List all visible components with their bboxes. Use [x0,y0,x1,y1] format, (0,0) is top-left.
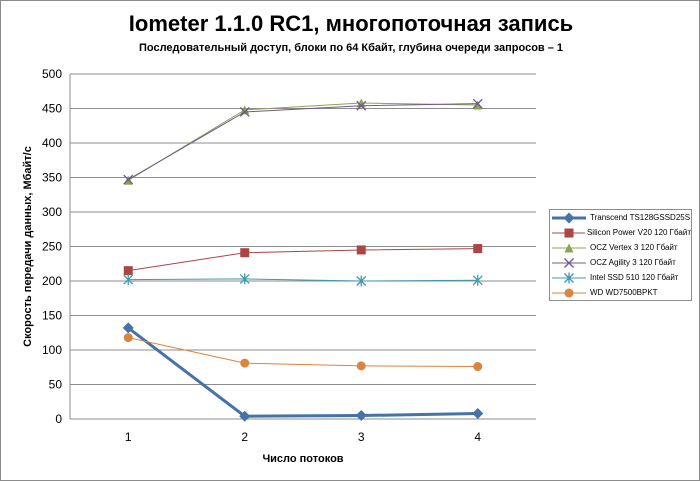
x-tick-label: 4 [474,430,481,444]
y-tick-label: 150 [42,309,62,323]
legend-marker [564,257,574,268]
legend-label: OCZ Vertex 3 120 Гбайт [590,243,678,252]
x-tick-label: 3 [358,430,365,444]
legend-swatch [552,288,586,297]
x-axis-title: Число потоков [262,453,343,465]
legend-item: Intel SSD 510 120 Гбайт [550,270,691,285]
x-tick-label: 1 [125,430,132,444]
series-3 [123,98,483,185]
data-point [239,106,250,117]
y-tick-label: 250 [42,240,62,254]
legend-swatch [552,228,585,237]
chart-title: Iometer 1.1.0 RC1, многопоточная запись [128,11,574,36]
legend-label: Transcend TS128GSSD25S [590,213,691,222]
legend-marker [564,228,574,237]
data-point [240,248,250,258]
data-point [356,245,366,255]
series-line [128,278,478,282]
legend-item: Transcend TS128GSSD25S [550,210,691,225]
legend-label: Intel SSD 510 120 Гбайт [590,273,679,282]
legend-item: Silicon Power V20 120 Гбайт [550,225,691,240]
series-5 [123,333,483,372]
y-tick-label: 400 [42,136,62,150]
x-tick-label: 2 [241,430,248,444]
data-point [356,100,367,111]
data-point [239,273,250,285]
y-tick-label: 300 [42,205,62,219]
legend-label: OCZ Agility 3 120 Гбайт [590,258,676,267]
data-point [123,274,134,286]
data-point [122,322,134,334]
series-line [127,326,478,418]
y-tick-label: 500 [42,67,62,81]
legend-marker [564,243,574,252]
series-0 [122,322,484,422]
data-point [473,244,483,254]
chart-subtitle: Последовательный доступ, блоки по 64 Кба… [138,42,564,54]
legend-item: WD WD7500BPKT [550,285,691,300]
y-tick-label: 450 [42,102,62,116]
legend-label: Silicon Power V20 120 Гбайт [586,228,691,237]
legend-label: WD WD7500BPKT [590,288,658,297]
data-point [123,333,133,343]
legend-item: OCZ Vertex 3 120 Гбайт [550,240,691,255]
data-point [473,100,483,110]
data-point [356,361,366,371]
series-line [128,337,478,368]
y-tick-label: 200 [42,274,62,288]
y-tick-label: 350 [42,171,62,185]
data-point [123,174,134,185]
y-axis-title: Скорость передачи данных, Мбайт/с [22,146,34,347]
legend-marker [564,288,574,297]
data-point [472,274,483,286]
y-tick-label: 50 [49,378,63,392]
y-tick-label: 0 [55,412,62,426]
legend-item: OCZ Agility 3 120 Гбайт [550,255,691,270]
data-point [240,358,250,368]
series-line [127,102,478,181]
legend-marker [563,212,575,223]
legend-marker [564,272,574,283]
legend: Transcend TS128GSSD25S Silicon Power V20 … [549,209,692,301]
data-point [472,407,484,419]
series-line [128,248,478,272]
data-point [472,98,483,109]
series-1 [123,244,483,276]
data-point [473,362,483,372]
y-tick-label: 100 [42,343,62,357]
series-2 [123,98,483,185]
series-4 [123,273,483,287]
legend-swatch [552,243,586,252]
data-point [355,410,367,422]
data-point [356,275,367,287]
legend-swatch [552,212,586,223]
data-point [239,410,251,422]
legend-swatch [552,272,586,283]
data-point [123,266,133,276]
series-line [127,103,478,181]
legend-swatch [552,257,586,268]
